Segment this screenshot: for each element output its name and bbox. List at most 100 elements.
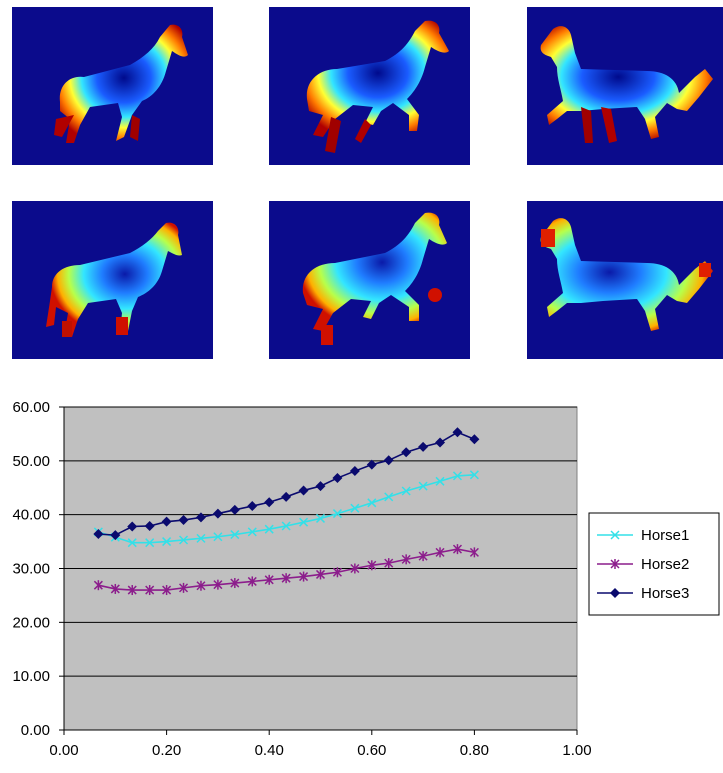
data-point: [212, 508, 223, 519]
data-point: [145, 538, 155, 548]
legend-label: Horse2: [641, 556, 689, 573]
legend-label: Horse1: [641, 527, 689, 544]
data-point: [264, 497, 275, 508]
legend-item-horse3: Horse3: [597, 585, 689, 602]
data-point: [144, 520, 155, 531]
x-tick-label: 0.00: [49, 742, 78, 759]
data-point: [110, 583, 120, 594]
horse3-distance-map: [527, 7, 723, 165]
data-point: [315, 569, 326, 580]
data-point: [332, 509, 342, 519]
x-tick-label: 0.40: [255, 742, 284, 759]
data-point: [435, 476, 445, 486]
data-point: [401, 447, 412, 458]
legend-box: [588, 512, 720, 616]
y-axis: 0.00 10.00 20.00 30.00 40.00 50.00 60.00: [12, 399, 65, 739]
y-tick-label: 60.00: [12, 399, 50, 416]
data-point: [315, 513, 326, 523]
data-point: [230, 578, 240, 589]
series-horse3: [93, 427, 480, 541]
y-tick-label: 50.00: [12, 453, 50, 470]
data-point: [418, 441, 429, 452]
data-point: [401, 554, 411, 565]
data-point: [110, 530, 121, 541]
legend-item-horse1: Horse1: [597, 527, 689, 544]
y-tick-label: 10.00: [12, 668, 50, 685]
data-point: [127, 585, 137, 596]
legend: Horse1 Horse2 Horse3: [588, 512, 720, 616]
data-point: [435, 437, 446, 448]
data-point: [247, 527, 257, 537]
x-axis: 0.00 0.20 0.40 0.60 0.80 1.00: [49, 729, 592, 759]
data-point: [93, 529, 104, 540]
data-point: [281, 521, 291, 531]
data-point: [435, 547, 445, 558]
data-point: [349, 466, 360, 477]
legend-marker: [610, 588, 620, 598]
data-point: [367, 498, 377, 508]
data-point: [469, 434, 480, 445]
data-point: [350, 503, 360, 513]
data-point: [213, 579, 223, 590]
legend-marker: [610, 530, 620, 540]
data-point: [178, 515, 189, 526]
data-point: [315, 481, 326, 492]
data-point: [178, 535, 189, 545]
data-point: [298, 485, 309, 496]
data-point: [93, 580, 103, 591]
legend-item-horse2: Horse2: [597, 556, 689, 573]
data-point: [196, 533, 206, 543]
data-point: [178, 582, 189, 593]
data-point: [469, 547, 479, 558]
x-tick-label: 1.00: [562, 742, 591, 759]
data-point: [332, 567, 342, 578]
series-horse2: [93, 544, 479, 596]
data-point: [299, 571, 309, 582]
data-point: [452, 471, 463, 481]
y-tick-label: 0.00: [21, 722, 50, 739]
data-point: [367, 560, 377, 571]
horse1-geodesic-map: [12, 201, 213, 359]
data-point: [384, 492, 394, 502]
data-point: [332, 473, 343, 484]
x-tick-label: 0.20: [152, 742, 181, 759]
x-tick-label: 0.80: [460, 742, 489, 759]
data-point: [230, 530, 240, 540]
horse3-geodesic-map: [527, 201, 723, 359]
data-point: [418, 551, 428, 562]
data-point: [264, 524, 274, 534]
data-point: [452, 544, 463, 555]
data-point: [196, 580, 206, 591]
data-point: [247, 501, 258, 512]
data-point: [213, 532, 223, 542]
y-tick-label: 30.00: [12, 561, 50, 578]
data-point: [127, 521, 138, 532]
legend-marker: [610, 559, 620, 569]
y-tick-label: 20.00: [12, 614, 50, 631]
x-tick-label: 0.60: [357, 742, 386, 759]
data-point: [384, 558, 394, 569]
legend-label: Horse3: [641, 585, 689, 602]
data-point: [469, 470, 479, 480]
horse2-geodesic-map: [269, 201, 470, 359]
series-horse1: [93, 470, 479, 548]
y-tick-label: 40.00: [12, 507, 50, 524]
data-point: [383, 455, 394, 466]
data-point: [161, 516, 172, 527]
data-point: [452, 427, 463, 438]
horse1-distance-map: [12, 7, 213, 165]
series-layer: [93, 427, 480, 596]
data-point: [247, 576, 257, 587]
data-point: [281, 491, 292, 502]
data-point: [162, 537, 172, 547]
data-point: [127, 538, 137, 548]
data-point: [418, 481, 428, 491]
data-point: [281, 573, 291, 584]
data-point: [195, 512, 206, 523]
data-point: [299, 517, 309, 527]
data-point: [350, 563, 360, 574]
data-point: [229, 504, 240, 515]
horse2-distance-map: [269, 7, 470, 165]
data-point: [162, 585, 172, 596]
